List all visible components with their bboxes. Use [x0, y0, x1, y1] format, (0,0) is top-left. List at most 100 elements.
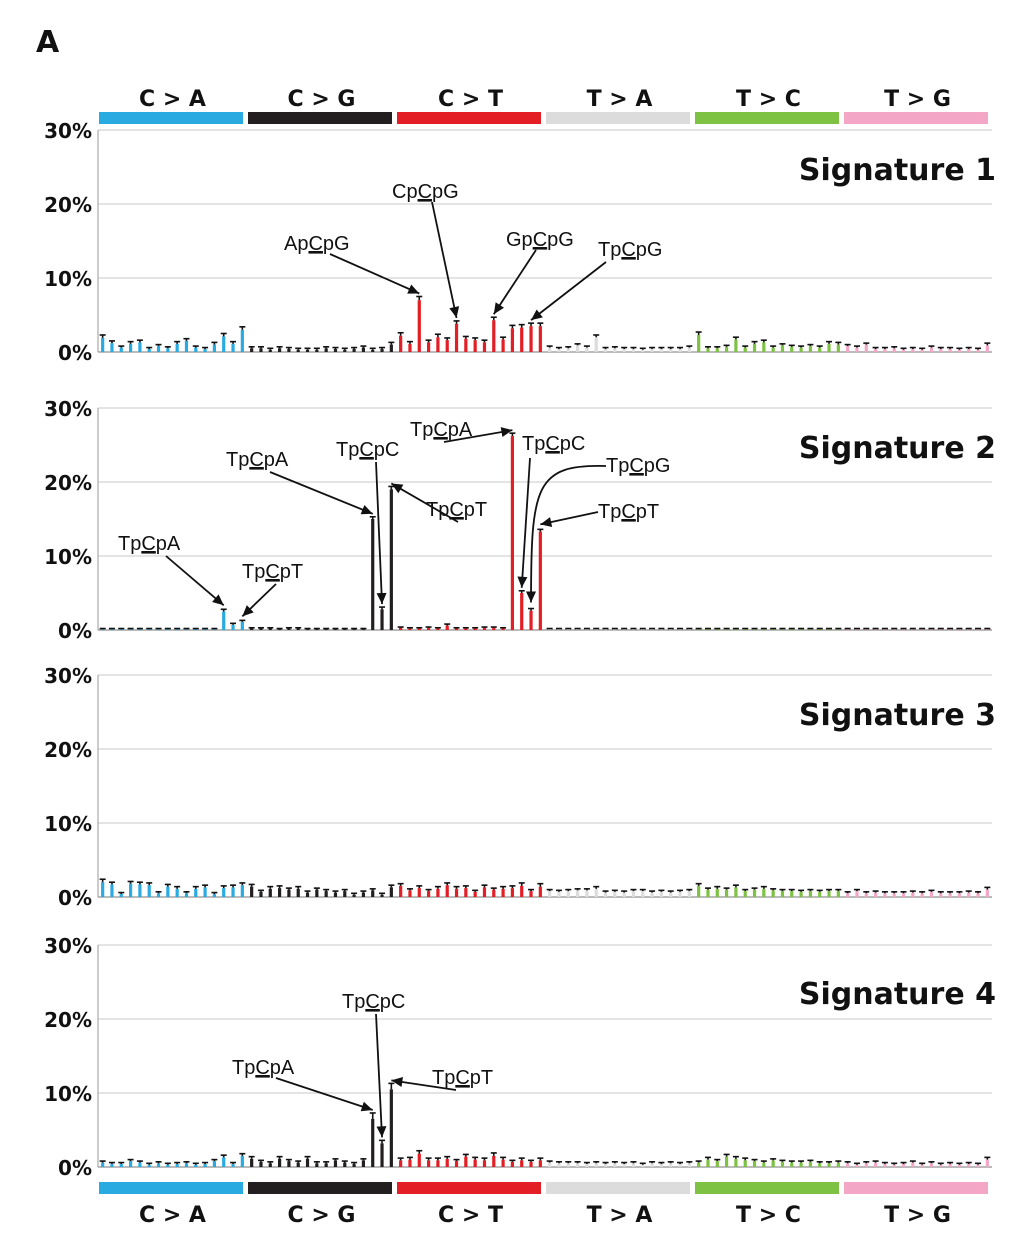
bar-sig1-18: [268, 349, 272, 352]
bar-sig1-31: [389, 344, 393, 352]
annotation-arrow-sig2-0-head: [212, 594, 224, 606]
annotation-mutated-base: C: [433, 419, 447, 441]
bar-sig1-6: [156, 346, 161, 352]
bar-sig4-35: [426, 1160, 431, 1167]
annotation-arrow-sig4-1-head: [376, 1126, 387, 1138]
bar-sig3-75: [799, 891, 803, 897]
annotation-suffix: pC: [374, 439, 400, 461]
annotation-mutated-base: C: [533, 229, 547, 251]
bar-sig4-5: [147, 1164, 151, 1167]
signature-title-4: Signature 4: [799, 977, 996, 1012]
bar-sig3-76: [808, 891, 813, 897]
bar-sig2-80: [846, 629, 850, 631]
grid-layer: [98, 129, 992, 1168]
bar-sig2-42: [492, 627, 496, 630]
bar-sig4-65: [706, 1159, 710, 1167]
bar-sig1-87: [911, 349, 915, 352]
bar-sig2-90: [939, 629, 943, 631]
bar-sig1-41: [482, 342, 487, 352]
annotation-arrow-sig2-5-head: [500, 427, 513, 437]
bar-sig1-71: [762, 342, 766, 352]
category-label-top-1: C > G: [288, 87, 356, 112]
annotation-label-sig1-0: ApCpG: [284, 233, 350, 255]
bar-sig1-60: [659, 349, 664, 352]
bar-sig4-94: [976, 1164, 980, 1167]
bar-sig1-30: [380, 349, 384, 352]
bar-sig4-10: [194, 1164, 198, 1167]
annotation-mutated-base: C: [141, 533, 155, 555]
bar-sig3-64: [697, 885, 701, 897]
bar-sig3-89: [929, 891, 934, 897]
bar-sig4-59: [650, 1163, 654, 1167]
bar-sig3-80: [846, 893, 850, 897]
bar-sig3-84: [883, 893, 887, 897]
bar-sig3-61: [669, 892, 673, 897]
bar-sig2-36: [436, 628, 440, 630]
bar-sig4-34: [417, 1153, 421, 1167]
bar-sig2-18: [268, 628, 272, 630]
bar-sig3-56: [622, 892, 626, 897]
bar-sig4-53: [594, 1163, 598, 1167]
bar-sig1-12: [212, 344, 217, 352]
bar-sig1-16: [250, 348, 254, 352]
bar-sig4-8: [175, 1164, 179, 1167]
bar-sig1-63: [687, 347, 691, 352]
bar-sig4-22: [305, 1158, 310, 1167]
annotation-suffix: pC: [380, 991, 406, 1013]
bar-sig4-44: [510, 1161, 515, 1167]
bar-sig2-91: [948, 629, 952, 631]
bar-sig4-73: [780, 1161, 785, 1167]
bar-sig2-51: [575, 629, 580, 631]
bar-sig2-2: [119, 629, 123, 631]
bar-sig1-53: [594, 337, 598, 352]
bar-sig3-86: [901, 893, 906, 897]
bar-sig3-37: [445, 885, 449, 897]
bar-sig1-28: [361, 347, 366, 352]
bar-sig1-74: [790, 346, 794, 352]
bar-sig3-52: [585, 890, 589, 897]
bar-sig1-8: [175, 343, 179, 352]
bar-sig3-81: [855, 891, 859, 897]
annotation-arrow-sig1-0: [329, 253, 420, 295]
bar-sig2-94: [976, 629, 980, 631]
bar-sig1-80: [846, 346, 850, 352]
bar-sig2-10: [194, 629, 198, 631]
bar-sig4-25: [333, 1160, 338, 1167]
annotation-label-sig2-6: TpCpC: [522, 433, 585, 455]
bar-sig3-29: [371, 890, 375, 897]
bar-sig1-69: [743, 347, 747, 352]
bar-sig4-12: [212, 1161, 217, 1167]
bar-sig2-92: [957, 629, 962, 631]
bar-sig2-61: [669, 629, 673, 631]
bar-sig3-71: [762, 888, 766, 897]
bar-sig2-22: [305, 629, 310, 631]
annotation-arrow-sig2-4: [390, 482, 459, 523]
annotation-mutated-base: C: [265, 561, 279, 583]
category-label-top-0: C > A: [139, 87, 206, 112]
bar-sig4-80: [846, 1163, 850, 1167]
bar-sig3-53: [594, 888, 598, 897]
annotation-label-sig2-8: TpCpT: [598, 501, 659, 523]
bar-sig1-34: [417, 300, 421, 352]
annotation-suffix: pT: [464, 499, 487, 521]
bar-sig4-19: [277, 1158, 282, 1167]
bar-sig3-88: [920, 893, 924, 897]
bar-sig3-1: [110, 884, 114, 897]
y-tick-label-panel1-10: 10%: [44, 267, 92, 291]
bar-sig2-39: [464, 628, 468, 630]
bar-sig4-49: [557, 1163, 561, 1167]
bar-sig1-9: [184, 340, 189, 352]
annotation-arrow-sig1-3-head: [531, 309, 543, 321]
bar-sig2-53: [594, 629, 598, 631]
bar-sig2-81: [855, 629, 859, 631]
bar-sig4-4: [138, 1162, 142, 1167]
bar-sig2-13: [222, 611, 226, 630]
bar-sig4-48: [548, 1162, 552, 1167]
bar-sig3-25: [333, 892, 338, 897]
bar-sig1-66: [715, 348, 719, 352]
bar-sig2-77: [818, 629, 822, 631]
bar-sig2-95: [985, 629, 989, 631]
annotation-arrow-sig1-0-head: [407, 284, 420, 294]
bar-sig3-48: [548, 891, 552, 897]
